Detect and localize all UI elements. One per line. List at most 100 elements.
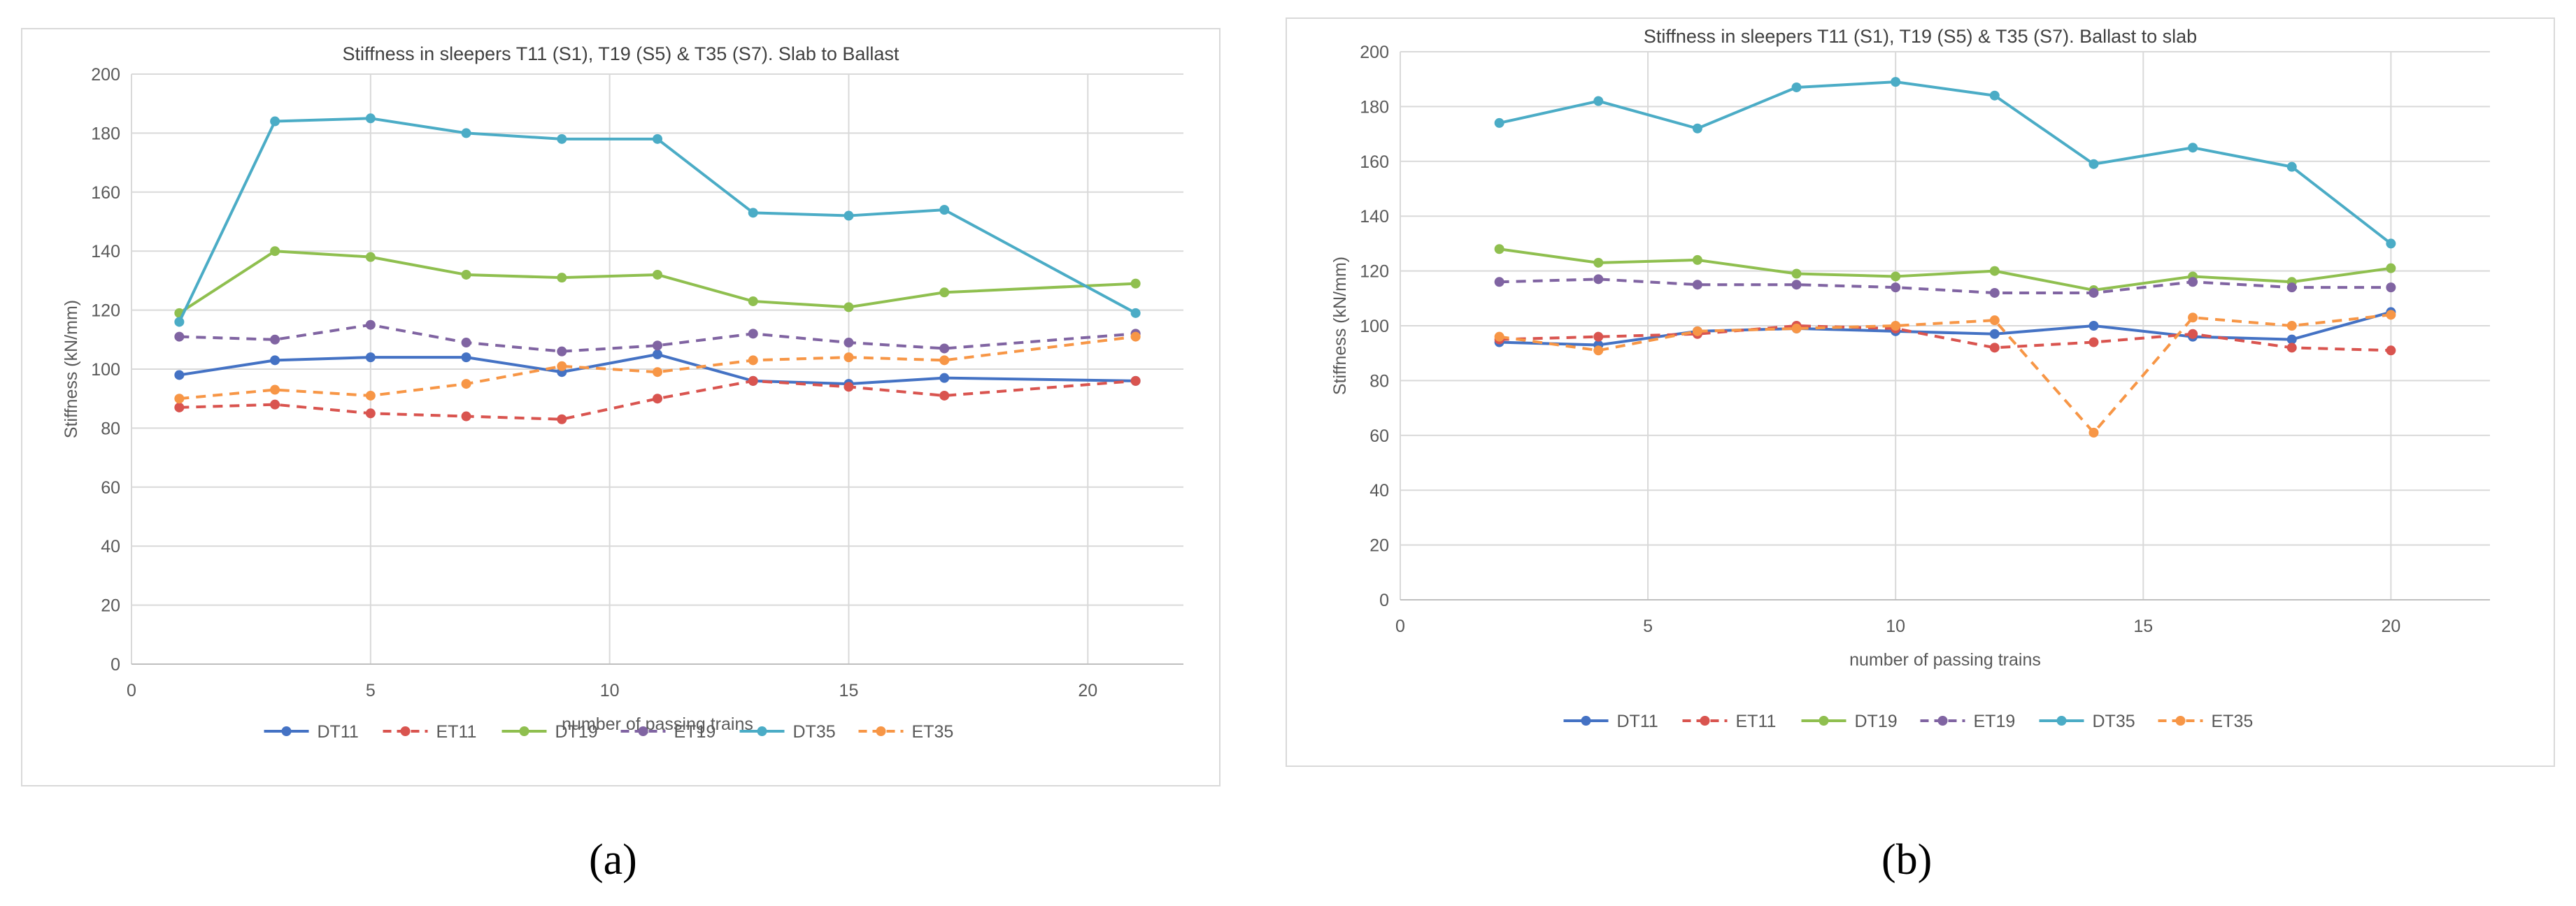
chart-a-point-dt19 — [557, 273, 567, 283]
chart-a-point-dt19 — [270, 246, 280, 257]
chart-a-point-dt11 — [174, 370, 185, 380]
chart-b-point-et35 — [2386, 310, 2396, 320]
chart-b-legend-label-dt19: DT19 — [1855, 712, 1898, 731]
chart-a-xtick-label: 0 — [127, 681, 136, 700]
chart-a-legend-label-dt19: DT19 — [555, 722, 598, 742]
chart-a-point-et35 — [270, 384, 280, 395]
chart-a-ytick-label: 20 — [101, 596, 120, 616]
chart-a-legend-marker-dt19 — [519, 726, 529, 736]
chart-a-point-et19 — [844, 338, 854, 348]
chart-a-point-et35 — [1130, 331, 1141, 342]
chart-a-ytick-label: 60 — [101, 478, 120, 498]
chart-a-point-et35 — [653, 367, 662, 378]
chart-a-xtick-label: 5 — [366, 681, 376, 700]
chart-b-xtick-label: 20 — [2381, 617, 2400, 636]
chart-b-point-dt19 — [1791, 268, 1802, 279]
chart-b-legend-label-dt11: DT11 — [1617, 712, 1658, 731]
chart-a-legend-marker-et35 — [876, 726, 886, 736]
chart-a-point-et11 — [365, 408, 376, 419]
chart-b-ytick-label: 100 — [1360, 317, 1389, 336]
chart-b-ytick-label: 80 — [1369, 371, 1389, 391]
chart-a-point-et11 — [174, 402, 185, 412]
chart-b-point-dt11 — [1989, 329, 2000, 339]
chart-b-point-dt35 — [2286, 161, 2297, 172]
chart-b-legend-marker-dt35 — [2056, 716, 2067, 726]
chart-a-legend-marker-et11 — [400, 726, 411, 736]
chart-b-point-et11 — [1989, 343, 2000, 353]
chart-b-ytick-label: 60 — [1369, 426, 1389, 446]
chart-b-point-dt11 — [2286, 334, 2297, 345]
chart-b-point-et19 — [1989, 287, 2000, 298]
chart-b-point-et11 — [1593, 331, 1604, 342]
chart-a-ytick-label: 80 — [101, 419, 120, 438]
chart-b-xtick-label: 0 — [1395, 617, 1405, 636]
chart-a-legend-marker-dt35 — [757, 726, 767, 736]
chart-b: Stiffness in sleepers T11 (S1), T19 (S5)… — [1330, 26, 2490, 731]
chart-a-point-et11 — [653, 394, 662, 404]
chart-a-point-et35 — [174, 394, 185, 404]
chart-b-point-et19 — [2088, 287, 2099, 298]
chart-a-ytick-label: 100 — [91, 360, 120, 380]
chart-a-point-et35 — [939, 355, 950, 366]
chart-a-point-et19 — [461, 338, 471, 348]
chart-a-point-dt35 — [557, 134, 567, 144]
chart-a-point-et19 — [653, 340, 662, 351]
chart-b-point-dt19 — [1692, 254, 1702, 265]
chart-a-point-et19 — [365, 319, 376, 330]
chart-b-point-dt35 — [1692, 123, 1702, 134]
chart-b-ytick-label: 40 — [1369, 481, 1389, 501]
chart-a-point-dt35 — [270, 116, 280, 127]
chart-b-series-dt19 — [1499, 247, 2391, 292]
chart-b-point-dt35 — [1989, 90, 2000, 101]
chart-b-point-et35 — [2188, 312, 2198, 323]
chart-b-point-dt11 — [2088, 321, 2099, 331]
chart-a-series-et11 — [179, 379, 1136, 421]
chart-a-legend-marker-et19 — [638, 726, 648, 736]
chart-a-legend-label-et11: ET11 — [436, 722, 477, 742]
chart-a-point-et19 — [557, 346, 567, 357]
chart-a-series-dt11 — [179, 352, 1136, 386]
chart-b-series-et11 — [1499, 324, 2391, 352]
chart-a-xtick-label: 15 — [839, 681, 859, 700]
chart-a-xlabel: number of passing trains — [562, 714, 753, 734]
chart-b-ytick-label: 0 — [1379, 591, 1389, 610]
chart-panel-a: Stiffness in sleepers T11 (S1), T19 (S5)… — [21, 28, 1221, 786]
chart-a-point-et11 — [461, 411, 471, 422]
chart-b-xtick-label: 5 — [1643, 617, 1653, 636]
chart-b-ytick-label: 140 — [1360, 207, 1389, 226]
chart-b-point-et11 — [2088, 337, 2099, 347]
chart-a-point-dt19 — [461, 269, 471, 280]
chart-b-point-dt19 — [1593, 257, 1604, 268]
chart-a-legend-label-dt35: DT35 — [793, 722, 836, 742]
chart-a-point-et11 — [844, 382, 854, 392]
chart-b-ytick-label: 160 — [1360, 152, 1389, 172]
chart-a-point-dt19 — [653, 269, 662, 280]
chart-a-point-et19 — [270, 334, 280, 345]
chart-b-series-dt35 — [1499, 80, 2392, 245]
chart-b-ylabel: Stiffness (kN/mm) — [1330, 257, 1350, 395]
chart-b-point-et19 — [2188, 277, 2198, 287]
chart-a-point-et11 — [748, 375, 758, 386]
chart-a-point-et35 — [461, 379, 471, 389]
chart-b-point-dt35 — [1494, 117, 1504, 128]
chart-b-legend-marker-et11 — [1700, 716, 1710, 726]
chart-b-point-et19 — [1891, 282, 1901, 293]
chart-a-point-et35 — [748, 355, 758, 366]
chart-a-point-dt35 — [461, 128, 471, 138]
chart-b-point-et19 — [1494, 277, 1504, 287]
chart-b-point-dt19 — [1989, 266, 2000, 276]
chart-b-legend-label-et19: ET19 — [1974, 712, 2016, 731]
chart-b-point-dt19 — [1494, 244, 1504, 254]
chart-b-point-et19 — [1593, 274, 1604, 285]
chart-b-point-et11 — [2286, 343, 2297, 353]
chart-b-ytick-label: 120 — [1360, 262, 1389, 282]
chart-b-point-et11 — [2188, 329, 2198, 339]
chart-a-ytick-label: 180 — [91, 124, 120, 143]
chart-b-series-dt11 — [1499, 310, 2391, 347]
chart-b-xlabel: number of passing trains — [1849, 650, 2041, 670]
chart-panel-b: Stiffness in sleepers T11 (S1), T19 (S5)… — [1286, 17, 2555, 767]
chart-a-title: Stiffness in sleepers T11 (S1), T19 (S5)… — [343, 43, 899, 64]
chart-b-legend-marker-dt19 — [1819, 716, 1829, 726]
chart-a-point-et35 — [557, 361, 567, 371]
chart-a-series-dt35 — [178, 117, 1137, 323]
